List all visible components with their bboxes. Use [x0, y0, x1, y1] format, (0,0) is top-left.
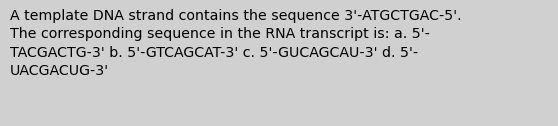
- Text: A template DNA strand contains the sequence 3'-ATGCTGAC-5'.
The corresponding se: A template DNA strand contains the seque…: [10, 9, 461, 78]
